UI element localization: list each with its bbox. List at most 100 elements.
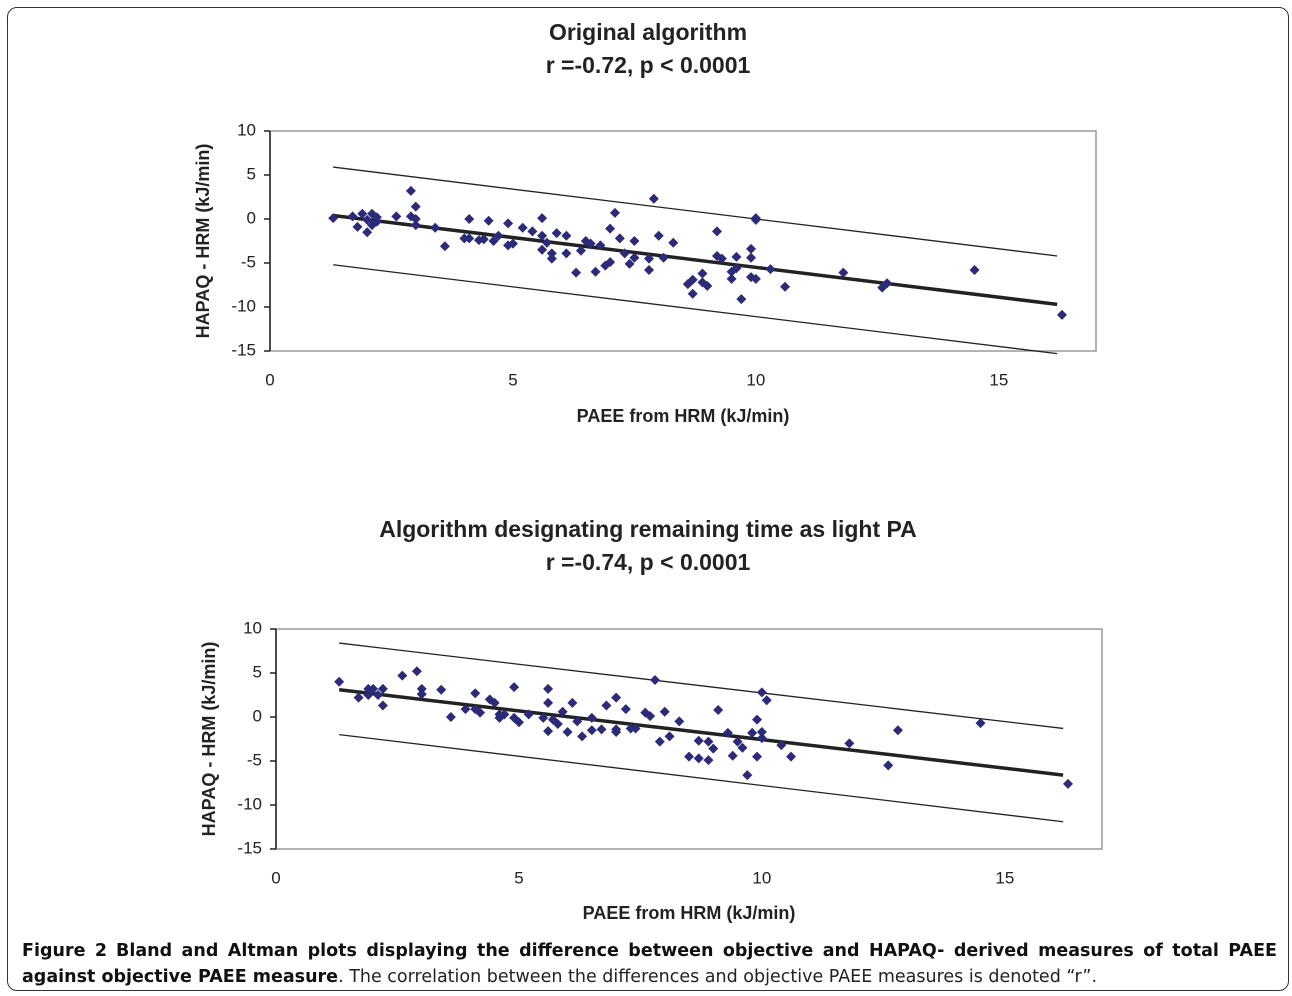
y-axis-label: HAPAQ - HRM (kJ/min)	[193, 144, 213, 339]
data-point	[575, 245, 586, 256]
data-point	[567, 697, 578, 708]
data-point	[371, 216, 382, 227]
data-point	[586, 712, 597, 723]
data-point	[750, 214, 761, 225]
figure-frame	[7, 7, 1289, 991]
data-point	[499, 709, 510, 720]
data-point	[716, 253, 727, 264]
data-point	[430, 222, 441, 233]
data-point	[537, 213, 548, 224]
limit-line	[332, 213, 1058, 307]
data-point	[410, 214, 421, 224]
data-point	[624, 258, 635, 269]
data-point	[489, 697, 500, 708]
data-point	[483, 215, 494, 226]
data-point	[620, 704, 631, 715]
data-point	[752, 714, 763, 725]
data-point	[416, 683, 427, 694]
data-point	[436, 684, 447, 695]
data-point	[883, 760, 894, 771]
data-point	[362, 214, 373, 225]
data-point	[838, 267, 849, 278]
y-tick-label: -10	[237, 794, 262, 813]
data-point	[746, 252, 757, 263]
data-point	[975, 718, 986, 729]
x-axis-label: PAEE from HRM (kJ/min)	[577, 406, 790, 426]
y-tick-label: -5	[247, 750, 262, 769]
data-point	[732, 736, 743, 747]
data-point	[543, 697, 554, 708]
data-point	[776, 740, 787, 751]
data-point	[362, 227, 373, 238]
data-point	[708, 743, 719, 754]
data-point	[737, 742, 748, 753]
data-point	[416, 689, 427, 700]
data-point	[410, 220, 421, 231]
data-point	[693, 735, 704, 746]
data-point	[445, 712, 456, 722]
chart-title: Algorithm designating remaining time as …	[379, 516, 917, 542]
y-tick-label: 5	[253, 662, 262, 681]
data-point	[892, 725, 903, 736]
data-point	[352, 221, 363, 232]
y-tick-label: -10	[231, 296, 256, 315]
data-point	[658, 252, 669, 263]
data-point	[527, 226, 538, 237]
caption: Figure 2 Bland and Altman plots displayi…	[22, 938, 1277, 990]
data-point	[328, 213, 339, 224]
charts: Original algorithm r =-0.72, p < 0.0001 10…	[193, 19, 1103, 923]
x-axis-label: PAEE from HRM (kJ/min)	[583, 903, 796, 923]
data-point	[572, 716, 583, 727]
data-point	[507, 238, 518, 249]
data-point	[353, 692, 364, 703]
data-point	[561, 248, 572, 259]
data-point	[585, 238, 596, 249]
data-point	[537, 244, 548, 255]
x-tick-label: 15	[995, 868, 1014, 887]
data-point	[546, 253, 557, 264]
data-point	[397, 670, 408, 681]
data-point	[377, 683, 388, 694]
data-point	[668, 237, 679, 248]
plot-area	[275, 628, 1103, 850]
data-point	[517, 222, 528, 233]
data-point	[765, 264, 776, 275]
data-point	[596, 724, 607, 735]
data-point	[712, 226, 723, 237]
y-tick-label: 0	[253, 706, 262, 725]
data-point	[756, 733, 767, 744]
y-tick-label: 10	[237, 120, 256, 139]
data-point	[645, 711, 656, 722]
data-point	[373, 690, 384, 700]
x-tick-label: 0	[271, 868, 280, 887]
data-point	[523, 709, 534, 720]
y-tick-label: 0	[247, 208, 256, 227]
data-point	[703, 736, 714, 747]
data-point	[727, 750, 738, 761]
y-tick-label: -15	[237, 838, 262, 857]
data-point	[731, 263, 742, 274]
data-point	[334, 676, 345, 687]
y-tick-label: 5	[247, 164, 256, 183]
data-point	[697, 268, 708, 279]
data-point	[363, 690, 374, 700]
data-point	[742, 770, 753, 781]
y-axis-label: HAPAQ - HRM (kJ/min)	[199, 642, 219, 837]
data-point	[509, 682, 520, 693]
data-point	[703, 755, 714, 766]
chart-title: Original algorithm	[549, 19, 747, 45]
data-point	[687, 288, 698, 299]
limit-line	[333, 166, 1058, 257]
data-point	[619, 248, 630, 259]
data-point	[648, 193, 659, 204]
data-point	[750, 273, 761, 284]
data-point	[586, 725, 597, 736]
caption-bold: Bland and Altman plots displaying the di…	[22, 941, 1277, 987]
data-point	[629, 236, 640, 246]
data-point	[649, 675, 660, 686]
data-point	[629, 252, 640, 263]
data-point	[439, 241, 450, 252]
data-point	[654, 736, 665, 747]
data-point	[464, 233, 475, 244]
data-point	[590, 266, 601, 277]
